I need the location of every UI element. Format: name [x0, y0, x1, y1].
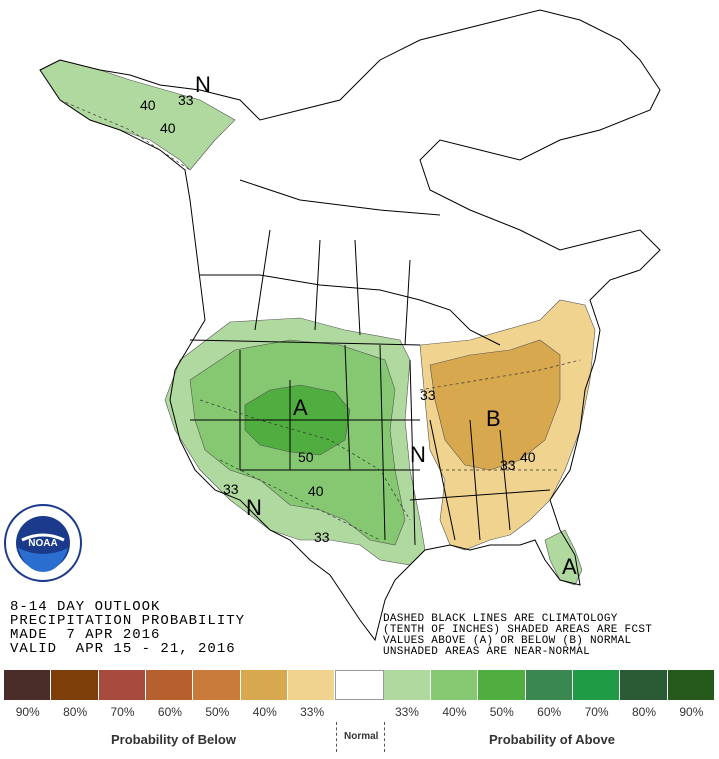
legend-swatch	[667, 670, 715, 700]
map-num-33-east: 33	[420, 387, 436, 403]
noaa-logo: NOAA	[4, 504, 82, 582]
note-line-1: DASHED BLACK LINES ARE CLIMATOLOGY	[383, 613, 618, 625]
legend-swatch	[4, 670, 52, 700]
note-line-4: UNSHADED AREAS ARE NEAR-NORMAL	[383, 646, 591, 658]
legend-label: 33%	[300, 705, 325, 719]
map-num-40-plains: 40	[308, 483, 324, 499]
map-num-33-sw: 33	[223, 481, 239, 497]
map-num-50: 50	[298, 449, 314, 465]
probability-above-label: Probability of Above	[489, 732, 615, 747]
legend-label: 80%	[631, 705, 656, 719]
legend-label: 70%	[584, 705, 609, 719]
legend-swatch	[51, 670, 99, 700]
note-line-2: (TENTH OF INCHES) SHADED AREAS ARE FCST	[383, 624, 653, 636]
legend-swatch	[145, 670, 194, 700]
below-40-region-east	[429, 339, 561, 471]
normal-divider-right	[384, 722, 385, 752]
legend-swatch	[240, 670, 288, 700]
legend-label: 60%	[537, 705, 562, 719]
noaa-logo-text: NOAA	[28, 538, 57, 549]
title-line-3: MADE 7 APR 2016	[10, 627, 161, 643]
legend-label: 80%	[63, 705, 88, 719]
title-line-1: 8-14 DAY OUTLOOK	[10, 599, 161, 615]
legend-label: 40%	[442, 705, 467, 719]
legend-label: 50%	[205, 705, 230, 719]
map-num-alaska-40: 40	[140, 97, 156, 113]
map-num-40-east: 40	[520, 449, 536, 465]
legend-label: 70%	[110, 705, 135, 719]
legend-swatch	[383, 670, 431, 700]
legend-label: 90%	[15, 705, 40, 719]
legend-label	[336, 705, 383, 719]
map-num-alaska-40b: 40	[160, 120, 176, 136]
map-label-a-west: A	[293, 395, 308, 420]
legend-swatch	[478, 670, 526, 700]
legend-label: 33%	[394, 705, 419, 719]
map-label-a-florida: A	[562, 554, 577, 579]
normal-divider-left	[336, 722, 337, 752]
legend-label: 60%	[157, 705, 182, 719]
legend-swatch	[525, 670, 573, 700]
legend-swatch	[620, 670, 668, 700]
map-num-33-east-b: 33	[500, 457, 516, 473]
probability-below-label: Probability of Below	[111, 732, 236, 747]
map-label-n-alaska: N	[195, 72, 211, 97]
title-line-2: PRECIPITATION PROBABILITY	[10, 613, 246, 629]
legend-swatch	[430, 670, 479, 700]
map-label-n-central: N	[410, 442, 426, 467]
map-num-33-south: 33	[314, 529, 330, 545]
legend-label: 50%	[489, 705, 514, 719]
precipitation-outlook-map: N A B N N A 40 33 40 50 33 40 33 33 40 3…	[4, 9, 661, 642]
note-line-3: VALUES ABOVE (A) OR BELOW (B) NORMAL	[383, 635, 632, 647]
legend-color-bar	[4, 670, 715, 700]
map-label-n-southwest: N	[246, 495, 262, 520]
map-num-alaska-33: 33	[178, 92, 194, 108]
legend-swatch	[98, 670, 146, 700]
legend-swatch	[572, 670, 621, 700]
legend-label: 90%	[679, 705, 704, 719]
outlook-title-block: 8-14 DAY OUTLOOK PRECIPITATION PROBABILIT…	[10, 600, 245, 656]
title-line-4: VALID APR 15 - 21, 2016	[10, 641, 236, 657]
legend-swatch	[193, 670, 241, 700]
legend-swatch	[335, 670, 384, 700]
legend-swatch	[287, 670, 336, 700]
legend-label: 40%	[252, 705, 277, 719]
legend-percent-labels: 90% 80% 70% 60% 50% 40% 33% 33% 40% 50% 60% 70% 80% 9…	[4, 705, 715, 719]
legend-note-block: DASHED BLACK LINES ARE CLIMATOLOGY (TENTH…	[383, 614, 652, 658]
normal-label: Normal	[344, 731, 379, 742]
map-label-b-east: B	[486, 406, 501, 431]
